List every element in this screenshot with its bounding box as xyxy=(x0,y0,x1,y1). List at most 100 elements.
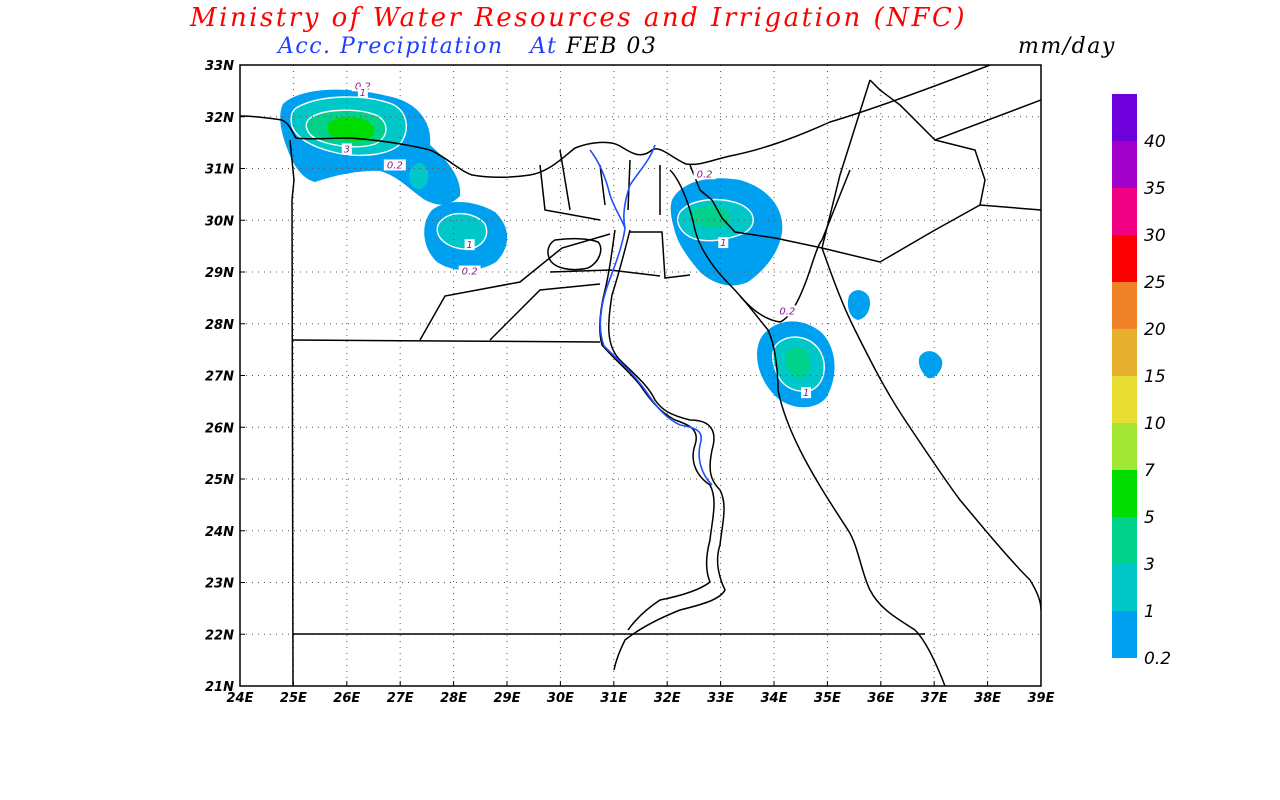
colorbar-label: 35 xyxy=(1144,179,1166,199)
colorbar-swatch xyxy=(1112,376,1137,423)
colorbar-label: 30 xyxy=(1144,226,1166,246)
colorbar-swatch xyxy=(1112,329,1137,376)
map-title: Ministry of Water Resources and Irrigati… xyxy=(190,3,968,33)
colorbar-label: 5 xyxy=(1144,508,1155,528)
lat-tick-label: 21N xyxy=(205,680,234,695)
colorbar-label: 3 xyxy=(1144,555,1155,575)
contour-label-bg xyxy=(693,168,716,180)
lat-tick-label: 28N xyxy=(205,318,234,333)
contour-label-bg xyxy=(351,80,374,92)
colorbar-label: 1 xyxy=(1144,602,1155,622)
precip-3mm-hurghada xyxy=(785,347,811,379)
colorbar-label: 15 xyxy=(1144,367,1166,387)
product-name: Acc. Precipitation xyxy=(278,34,504,59)
lon-tick-label: 37E xyxy=(921,691,948,706)
governorate-line-8 xyxy=(559,149,661,215)
contour-label: 0.2 xyxy=(779,306,795,317)
at-word: At xyxy=(530,34,558,59)
lon-tick-label: 38E xyxy=(974,691,1001,706)
contour-label: 0.2 xyxy=(387,160,403,171)
sinai-border xyxy=(689,79,871,249)
contour-label-bg xyxy=(341,143,352,155)
colorbar-swatch xyxy=(1112,94,1137,141)
colorbar-label: 25 xyxy=(1144,273,1166,293)
saudi-jordan-border xyxy=(821,204,1041,263)
colorbar-swatch xyxy=(1112,423,1137,470)
arabian-red-sea-coast xyxy=(821,247,1041,611)
governorate-line-5 xyxy=(547,237,602,271)
lat-tick-label: 32N xyxy=(205,111,234,126)
contour-label-bg xyxy=(718,237,729,249)
lon-tick-label: 31E xyxy=(600,691,627,706)
governorate-line-7 xyxy=(630,231,691,279)
colorbar-swatch xyxy=(1112,282,1137,329)
lat-tick-label: 30N xyxy=(205,214,234,229)
lon-tick-label: 39E xyxy=(1028,691,1055,706)
contour-label: 1 xyxy=(803,388,809,399)
gulf-of-aqaba-coast xyxy=(739,169,851,323)
contour-label: 1 xyxy=(720,238,726,249)
governorate-line-4 xyxy=(539,164,601,221)
colorbar-label: 20 xyxy=(1144,320,1166,340)
lat-tick-label: 25N xyxy=(205,473,234,488)
lon-tick-label: 29E xyxy=(494,691,521,706)
map-subtitle: Acc. Precipitation At FEB 03 xyxy=(278,33,657,61)
colorbar-swatch xyxy=(1112,188,1137,235)
lat-tick-label: 24N xyxy=(205,525,234,540)
contour-label-bg xyxy=(464,239,475,251)
longitude-axis: 24E 25E 26E 27E 28E 29E 30E 31E 32E 33E 34E 35E 36E 3… xyxy=(227,681,1055,706)
lat-tick-label: 23N xyxy=(205,577,234,592)
contour-label: 3 xyxy=(344,144,350,155)
contour-label: 0.2 xyxy=(355,81,371,92)
colorbar-label: 40 xyxy=(1144,132,1166,152)
nile-river xyxy=(589,144,713,486)
colorbar-label: 0.2 xyxy=(1144,649,1171,669)
lon-tick-label: 24E xyxy=(227,691,254,706)
precip-area-small-east-1 xyxy=(847,290,870,320)
latitude-axis: 33N 32N 31N 30N 29N 28N 27N 26N 25N 24N 23N 22N 21N xyxy=(205,59,245,695)
lat-tick-label: 26N xyxy=(205,421,234,436)
lon-tick-label: 34E xyxy=(761,691,788,706)
precip-5mm-northwest xyxy=(326,116,375,142)
lon-tick-label: 30E xyxy=(547,691,574,706)
precip-3mm-suez xyxy=(690,206,731,228)
lat-tick-label: 27N xyxy=(205,370,234,385)
contour-label-bg xyxy=(357,87,368,99)
governorate-line-6 xyxy=(549,269,661,277)
mediterranean-coastline xyxy=(240,65,991,178)
contour-label-bg xyxy=(383,159,406,171)
lon-tick-label: 33E xyxy=(707,691,734,706)
lat-tick-label: 29N xyxy=(205,266,234,281)
contour-label: 1 xyxy=(360,88,366,99)
libya-egypt-border xyxy=(289,139,295,686)
lat-tick-label: 33N xyxy=(205,59,234,74)
lon-tick-label: 32E xyxy=(654,691,681,706)
governorate-line-3 xyxy=(292,339,601,343)
lon-tick-label: 35E xyxy=(814,691,841,706)
colorbar-swatch xyxy=(1112,235,1137,282)
lat-tick-label: 31N xyxy=(205,163,234,178)
colorbar-swatch xyxy=(1112,564,1137,611)
precipitation-fields xyxy=(280,89,943,408)
contour-label-bg xyxy=(458,265,481,277)
precip-1mm-west-coast xyxy=(409,163,429,190)
precip-area-small-east-2 xyxy=(918,351,943,379)
colorbar-label: 10 xyxy=(1144,414,1166,434)
contour-label: 0.2 xyxy=(462,267,478,278)
lon-tick-label: 26E xyxy=(333,691,360,706)
governorate-line-2 xyxy=(489,283,601,341)
gulf-of-suez-coast xyxy=(669,169,946,686)
nile-east-bank xyxy=(608,229,726,671)
contour-label-bg xyxy=(801,387,812,399)
levant-border xyxy=(869,79,1041,141)
forecast-date: FEB 03 xyxy=(565,34,658,59)
colorbar-swatch xyxy=(1112,517,1137,564)
lon-tick-label: 27E xyxy=(387,691,414,706)
colorbar-label: 7 xyxy=(1144,461,1155,481)
lat-tick-label: 22N xyxy=(205,628,234,643)
contour-label: 0.2 xyxy=(697,169,713,180)
colorbar-swatch xyxy=(1112,611,1137,658)
contour-label: 1 xyxy=(466,240,472,251)
